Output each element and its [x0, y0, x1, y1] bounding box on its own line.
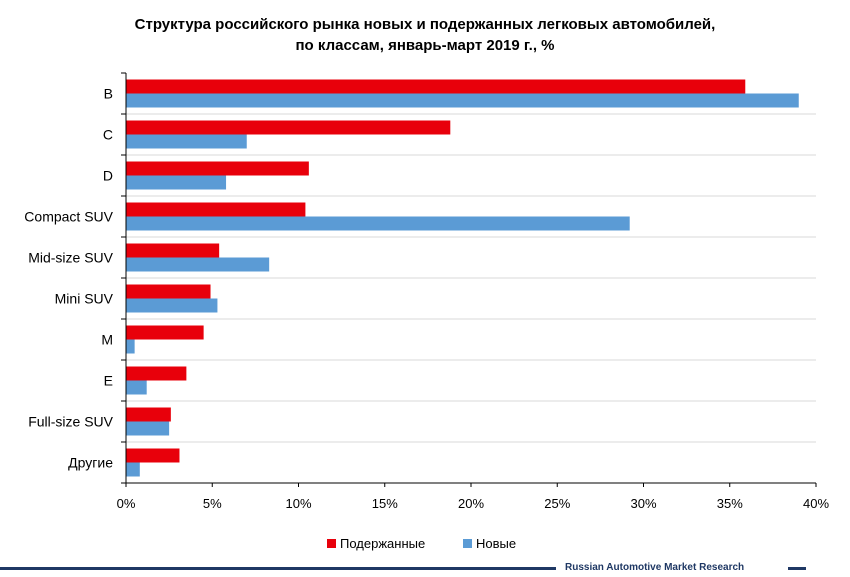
footer-line-right — [788, 567, 806, 570]
x-tick-label: 40% — [803, 496, 829, 511]
bar-used — [126, 284, 211, 299]
category-label: Compact SUV — [24, 209, 113, 225]
x-tick-label: 35% — [717, 496, 743, 511]
category-label: Другие — [68, 455, 113, 471]
footer: Russian Automotive Market Research — [0, 562, 806, 573]
bar-new — [126, 339, 135, 354]
bar-used — [126, 120, 451, 135]
x-tick-labels: 0% 5% 10% 15% 20% 25% 30% 35% 40% — [117, 496, 830, 511]
bar-new — [126, 380, 147, 395]
category-label: B — [104, 86, 113, 102]
category-label: E — [104, 373, 113, 389]
category-label: M — [101, 332, 113, 348]
bar-new — [126, 462, 140, 477]
x-tick-label: 30% — [630, 496, 656, 511]
category-label: C — [103, 127, 113, 143]
x-tick-label: 10% — [285, 496, 311, 511]
bar-new — [126, 421, 170, 436]
x-tick-label: 20% — [458, 496, 484, 511]
bar-used — [126, 407, 171, 422]
bar-used — [126, 202, 306, 217]
bar-new — [126, 93, 799, 108]
bar-new — [126, 257, 270, 272]
bar-used — [126, 161, 309, 176]
bars — [126, 79, 799, 477]
category-label: Mid-size SUV — [28, 250, 113, 266]
bar-used — [126, 366, 187, 381]
x-tick-label: 0% — [117, 496, 136, 511]
category-label: Mini SUV — [55, 291, 114, 307]
axes — [121, 72, 817, 487]
legend-label-used: Подержанные — [340, 536, 425, 551]
bar-new — [126, 216, 630, 231]
legend: Подержанные Новые — [327, 536, 516, 551]
chart-title-line1: Структура российского рынка новых и поде… — [135, 16, 716, 33]
x-tick-label: 15% — [372, 496, 398, 511]
bar-used — [126, 79, 746, 94]
bar-new — [126, 134, 247, 149]
chart-title-line2: по классам, январь-март 2019 г., % — [296, 37, 555, 54]
bar-new — [126, 298, 218, 313]
x-tick-label: 25% — [544, 496, 570, 511]
category-label: Full-size SUV — [28, 414, 113, 430]
legend-label-new: Новые — [476, 536, 516, 551]
bar-used — [126, 325, 204, 340]
legend-swatch-new — [463, 539, 472, 548]
legend-swatch-used — [327, 539, 336, 548]
source-label: Russian Automotive Market Research — [565, 562, 744, 573]
category-label: D — [103, 168, 113, 184]
bar-used — [126, 448, 180, 463]
x-tick-label: 5% — [203, 496, 222, 511]
bar-used — [126, 243, 220, 258]
category-labels: B C D Compact SUV Mid-size SUV Mini SUV M E Full… — [24, 86, 113, 471]
footer-line-left — [0, 567, 556, 570]
bar-new — [126, 175, 227, 190]
